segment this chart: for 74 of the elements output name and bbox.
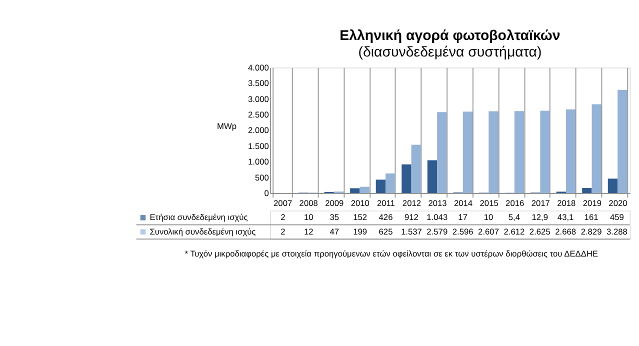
data-label: 2	[280, 226, 286, 236]
y-tick-label: 3.000	[248, 94, 270, 104]
y-tick-label: 3.500	[248, 78, 270, 88]
bar	[618, 90, 628, 194]
data-label: 12,9	[532, 212, 548, 222]
bar	[514, 111, 524, 194]
chart-subtitle: (διασυνδεδεμένα συστήματα)	[358, 44, 542, 61]
bar	[411, 144, 421, 194]
data-label: 2.612	[504, 226, 526, 236]
bar	[376, 180, 386, 194]
text: * Τυχόν μικροδιαφορές με στοιχεία προηγούμενων ετών οφείλονται σε εκ των υστέρων διορθώσεις του ΔΕΔΔΗΕ	[184, 248, 598, 259]
x-tick-label: 2020	[608, 198, 628, 208]
x-tick-label: 2016	[506, 198, 524, 208]
data-label: 625	[378, 226, 394, 236]
data-label: 199	[353, 226, 368, 236]
data-label: 3.288	[606, 226, 628, 236]
y-tick-label: 4.000	[248, 62, 270, 72]
y-axis-title: MWp	[217, 121, 237, 132]
data-label: 10	[484, 212, 494, 222]
x-tick-label: 2018	[557, 198, 576, 208]
data-label: 10	[304, 212, 314, 222]
bar	[402, 164, 412, 194]
bar	[360, 186, 370, 194]
legend-label: Ετήσια συνδεδεμένη ισχύς	[150, 212, 248, 222]
x-tick-label: 2013	[428, 198, 448, 208]
x-tick-label: 2009	[325, 198, 344, 208]
data-label: 426	[378, 212, 394, 222]
y-tick-label: 2.500	[248, 110, 270, 120]
data-label: 5,4	[508, 212, 520, 222]
x-tick-label: 2010	[350, 198, 370, 208]
bar	[350, 188, 360, 194]
bar	[437, 112, 447, 194]
x-tick-label: 2019	[582, 198, 602, 208]
y-tick-label: 0	[264, 188, 270, 198]
y-tick-label: 1.500	[248, 140, 270, 151]
bar	[427, 160, 438, 194]
bar	[592, 104, 602, 194]
y-tick-label: 2.000	[248, 125, 270, 136]
data-label: 2.668	[555, 226, 576, 236]
bar	[540, 110, 550, 194]
data-label: 152	[353, 212, 368, 222]
x-tick-label: 2008	[299, 198, 318, 208]
x-tick-label: 2011	[376, 198, 396, 208]
data-label: 2	[280, 212, 286, 222]
data-label: 2.579	[426, 226, 448, 236]
data-label: 1.537	[400, 226, 422, 236]
bar	[386, 173, 396, 194]
bar	[608, 178, 618, 194]
x-tick-label: 2014	[454, 198, 473, 208]
data-label: 2.625	[529, 226, 551, 236]
data-label: 35	[330, 212, 340, 222]
legend-label: Συνολική συνδεδεμένη ισχύς	[150, 226, 256, 236]
data-label: 12	[304, 226, 314, 236]
data-label: 459	[610, 212, 624, 222]
data-label: 2.829	[580, 226, 602, 236]
chart-title: Ελληνική αγορά φωτοβολταϊκών	[340, 28, 560, 44]
y-tick-label: 1.000	[248, 156, 270, 167]
bar	[488, 111, 498, 194]
x-tick-label: 2007	[274, 198, 292, 208]
x-tick-label: 2015	[480, 198, 499, 208]
data-label: 43,1	[557, 212, 574, 222]
bar	[566, 109, 576, 194]
x-tick-label: 2012	[402, 198, 422, 208]
bar	[582, 188, 592, 194]
bar	[462, 112, 473, 194]
data-label: 1.043	[426, 212, 448, 222]
data-label: 17	[458, 212, 468, 222]
y-tick-label: 500	[254, 172, 270, 182]
data-label: 2.596	[452, 226, 474, 236]
data-label: 47	[330, 226, 340, 236]
x-tick-label: 2017	[531, 198, 550, 208]
data-label: 161	[584, 212, 599, 222]
data-label: 912	[404, 212, 419, 222]
data-label: 2.607	[478, 226, 500, 236]
